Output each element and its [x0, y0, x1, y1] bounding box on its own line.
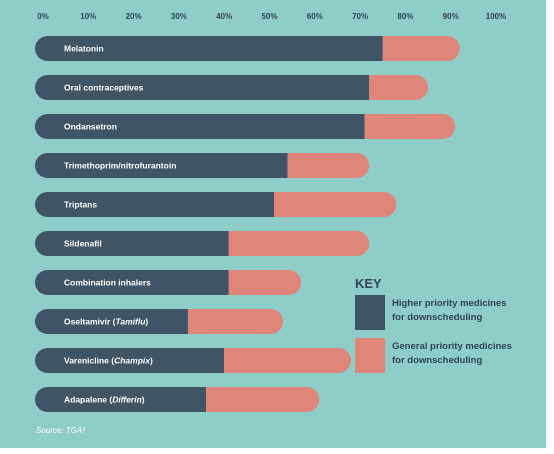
bar-general-priority: [364, 114, 456, 139]
bar-higher-priority: [35, 153, 288, 178]
x-tick-label: 90%: [443, 12, 459, 21]
category-label-part: Champix: [114, 356, 151, 366]
x-tick-label: 0%: [37, 12, 49, 21]
bar-group: [35, 270, 302, 295]
bar-higher-priority: [35, 114, 365, 139]
category-label: Varenicline (Champix): [64, 356, 153, 366]
category-label-part: Sildenafil: [64, 239, 102, 249]
category-label-part: Trimethoprim/nitrofurantoin: [64, 161, 176, 171]
category-label-part: Triptans: [64, 200, 97, 210]
bar-group: [35, 309, 284, 334]
bar-general-priority: [274, 192, 397, 217]
category-label: Triptans: [64, 200, 97, 210]
bar-general-priority: [206, 387, 320, 412]
legend-label: General priority medicines: [392, 341, 512, 352]
legend-label: for downscheduling: [392, 355, 482, 366]
category-label-part: Oseltamivir (: [64, 317, 116, 327]
source-note: Source: TGA³: [36, 426, 85, 435]
category-label-part: Oral contraceptives: [64, 83, 144, 93]
bar-higher-priority: [35, 387, 207, 412]
bar-group: [35, 36, 460, 61]
x-tick-label: 40%: [216, 12, 232, 21]
category-label-part: Differin: [112, 395, 142, 405]
category-label: Oral contraceptives: [64, 83, 144, 93]
bar-group: [35, 348, 352, 373]
category-label: Ondansetron: [64, 122, 117, 132]
x-tick-label: 50%: [261, 12, 277, 21]
chart-panel: [0, 0, 546, 448]
legend-swatch: [355, 295, 385, 330]
bar-group: [35, 153, 370, 178]
x-tick-label: 70%: [352, 12, 368, 21]
bar-higher-priority: [35, 309, 188, 334]
category-label-part: Combination inhalers: [64, 278, 151, 288]
category-label: Trimethoprim/nitrofurantoin: [64, 161, 176, 171]
x-tick-label: 20%: [126, 12, 142, 21]
category-label-part: Tamiflu: [116, 317, 147, 327]
key-title: KEY: [355, 276, 382, 291]
bar-general-priority: [369, 75, 429, 100]
category-label: Oseltamivir (Tamiflu): [64, 317, 148, 327]
bar-group: [35, 114, 456, 139]
legend-swatch: [355, 338, 385, 373]
bar-general-priority: [187, 309, 284, 334]
category-label-part: Ondansetron: [64, 122, 117, 132]
legend-label: for downscheduling: [392, 312, 482, 323]
bar-higher-priority: [35, 192, 275, 217]
category-label-part: Varenicline (: [64, 356, 114, 366]
bar-general-priority: [382, 36, 460, 61]
bar-higher-priority: [35, 231, 229, 256]
category-label-part: Adapalene (: [64, 395, 112, 405]
bar-general-priority: [224, 348, 352, 373]
bar-general-priority: [287, 153, 370, 178]
legend-label: Higher priority medicines: [392, 298, 507, 309]
x-tick-label: 30%: [171, 12, 187, 21]
x-tick-label: 80%: [397, 12, 413, 21]
bar-higher-priority: [35, 270, 229, 295]
category-label: Sildenafil: [64, 239, 102, 249]
x-tick-label: 10%: [80, 12, 96, 21]
bar-group: [35, 75, 429, 100]
category-label-part: ): [150, 356, 153, 366]
bar-general-priority: [228, 270, 302, 295]
bar-group: [35, 387, 320, 412]
category-label: Melatonin: [64, 44, 104, 54]
bar-higher-priority: [35, 348, 225, 373]
x-tick-label: 60%: [307, 12, 323, 21]
bar-general-priority: [228, 231, 370, 256]
bar-higher-priority: [35, 36, 383, 61]
bar-group: [35, 192, 397, 217]
category-label-part: Melatonin: [64, 44, 104, 54]
bar-higher-priority: [35, 75, 370, 100]
category-label-part: ): [145, 317, 148, 327]
bar-group: [35, 231, 370, 256]
category-label: Combination inhalers: [64, 278, 151, 288]
x-tick-label: 100%: [486, 12, 506, 21]
category-label-part: ): [142, 395, 145, 405]
category-label: Adapalene (Differin): [64, 395, 145, 405]
